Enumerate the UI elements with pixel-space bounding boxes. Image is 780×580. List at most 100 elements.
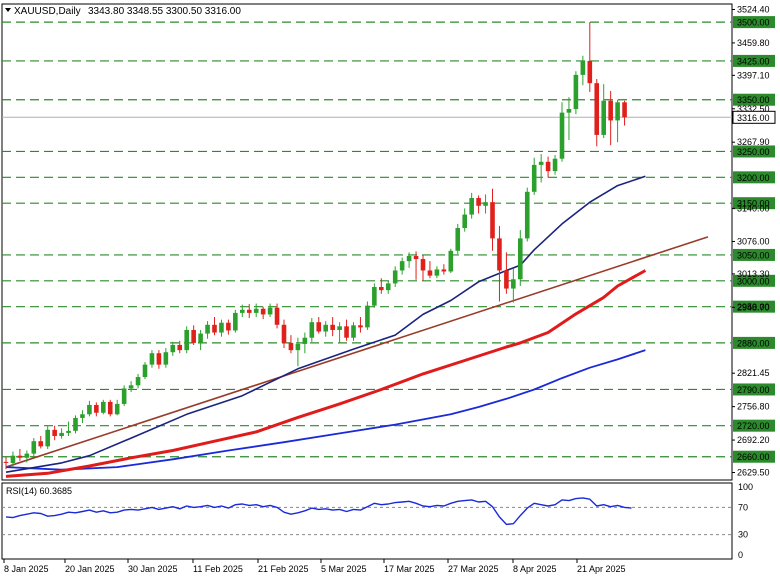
candle-body-28: [198, 333, 203, 343]
candle-body-20: [142, 364, 148, 378]
level-label-3425: 3425.00: [737, 56, 770, 66]
level-label-2880: 2880.00: [737, 338, 770, 348]
current-price-tag-bg: [732, 110, 776, 124]
candle-body-50: [351, 325, 356, 338]
candle-body-40: [281, 324, 287, 343]
candle-body-38: [267, 307, 273, 315]
candle-body-72: [504, 270, 509, 289]
candle-body-42: [295, 343, 301, 351]
candle-body-86: [601, 100, 606, 135]
candle-body-25: [177, 344, 183, 351]
x-tick-label-5: 5 Mar 2025: [321, 564, 367, 574]
candle-body-46: [323, 324, 328, 332]
level-label-3050: 3050.00: [737, 250, 770, 260]
candle-body-35: [246, 309, 252, 313]
candle-body-31: [219, 322, 224, 333]
candle-body-44: [309, 322, 315, 338]
level-label-2660: 2660.00: [737, 452, 770, 462]
y-tick-label-3459.80: 3459.80: [737, 38, 770, 48]
level-tag-bg-3000: [733, 274, 775, 287]
y-tick-label-3332.50: 3332.50: [737, 104, 770, 114]
y-tick-label-3267.90: 3267.90: [737, 137, 770, 147]
level-tag-bg-2880: [733, 336, 775, 349]
rsi-indicator: 100 70 30 0: [2, 482, 753, 560]
candle-body-9: [66, 430, 71, 433]
y-tick-label-3524.40: 3524.40: [737, 4, 770, 14]
x-tick-label-9: 21 Apr 2025: [577, 564, 626, 574]
candle-body-7: [52, 429, 57, 437]
sma50-line: [5, 269, 647, 478]
candle-body-56: [392, 270, 398, 284]
level-tag-bg-3500: [733, 16, 775, 29]
y-tick-label-2821.45: 2821.45: [737, 368, 770, 378]
x-tick-label-8: 8 Apr 2025: [513, 564, 557, 574]
x-tick-label-6: 17 Mar 2025: [384, 564, 435, 574]
candle-body-53: [372, 287, 377, 306]
candle-body-89: [622, 102, 627, 118]
main-pane-frame: [1, 3, 733, 481]
candle-body-75: [524, 191, 530, 239]
candle-body-5: [38, 441, 44, 447]
candle-body-13: [94, 404, 99, 413]
candle-body-70: [490, 202, 495, 239]
y-tick-label-3076.00: 3076.00: [737, 236, 770, 246]
candle-body-52: [365, 305, 370, 328]
level-label-3200: 3200.00: [737, 173, 770, 183]
level-label-3250: 3250.00: [737, 147, 770, 157]
candles-layer: [3, 22, 627, 470]
candle-body-21: [149, 353, 155, 365]
candle-body-73: [511, 279, 516, 289]
candle-body-26: [184, 329, 189, 351]
level-tag-bg-2720: [733, 419, 775, 432]
candle-body-47: [330, 324, 335, 330]
level-label-3500: 3500.00: [737, 18, 770, 28]
x-tick-label-7: 27 Mar 2025: [448, 564, 499, 574]
candle-body-76: [531, 164, 537, 192]
candle-body-16: [114, 403, 120, 415]
level-tag-bg-3425: [733, 54, 775, 67]
candle-body-33: [233, 312, 238, 331]
candle-body-19: [135, 377, 141, 386]
candle-body-83: [580, 60, 586, 75]
candle-body-62: [434, 269, 440, 276]
level-label-3000: 3000.00: [737, 276, 770, 286]
candle-body-32: [226, 322, 231, 331]
candle-body-60: [420, 259, 426, 271]
candle-body-74: [518, 238, 523, 280]
rsi-axis-label-70: 70: [738, 502, 748, 512]
candle-body-22: [156, 353, 162, 365]
candle-body-54: [379, 287, 384, 291]
candle-body-3: [24, 453, 30, 458]
current-price-label: 3316.00: [737, 113, 770, 123]
rsi-axis-label-100: 100: [738, 482, 753, 492]
rsi-line: [5, 497, 632, 526]
collapse-triangle-icon[interactable]: [5, 8, 11, 12]
time-axis: 8 Jan 2025 20 Jan 2025 30 Jan 2025 11 Feb 2…: [3, 559, 626, 574]
candle-body-6: [45, 429, 50, 447]
rsi-axis-label-30: 30: [738, 530, 748, 540]
candle-body-24: [170, 344, 176, 353]
rsi-label: RSI(14) 60.3685: [6, 486, 72, 496]
x-tick-label-0: 8 Jan 2025: [4, 564, 49, 574]
y-tick-label-2629.50: 2629.50: [737, 467, 770, 477]
symbol-label: XAUUSD,Daily: [14, 6, 81, 17]
price-axis: 3500.00 3425.00 3350.00 3250.00 3200.00 3150.…: [732, 4, 776, 477]
x-tick-label-1: 20 Jan 2025: [65, 564, 115, 574]
moving-averages-layer: [5, 175, 647, 478]
candle-body-80: [559, 112, 565, 159]
candle-body-39: [274, 307, 280, 325]
level-tag-bg-3350: [733, 93, 775, 106]
candle-body-71: [497, 238, 502, 271]
candle-body-85: [594, 83, 600, 135]
sma100-line: [5, 349, 646, 471]
candle-body-8: [59, 432, 64, 437]
candle-body-63: [441, 269, 447, 272]
y-tick-label-3013.30: 3013.30: [737, 269, 770, 279]
candle-body-29: [205, 324, 210, 334]
level-tag-bg-2790: [733, 383, 775, 396]
rsi-axis-label-0: 0: [738, 550, 743, 560]
candle-body-17: [121, 388, 127, 404]
y-tick-label-3140.00: 3140.00: [737, 203, 770, 213]
candle-body-55: [385, 283, 391, 291]
